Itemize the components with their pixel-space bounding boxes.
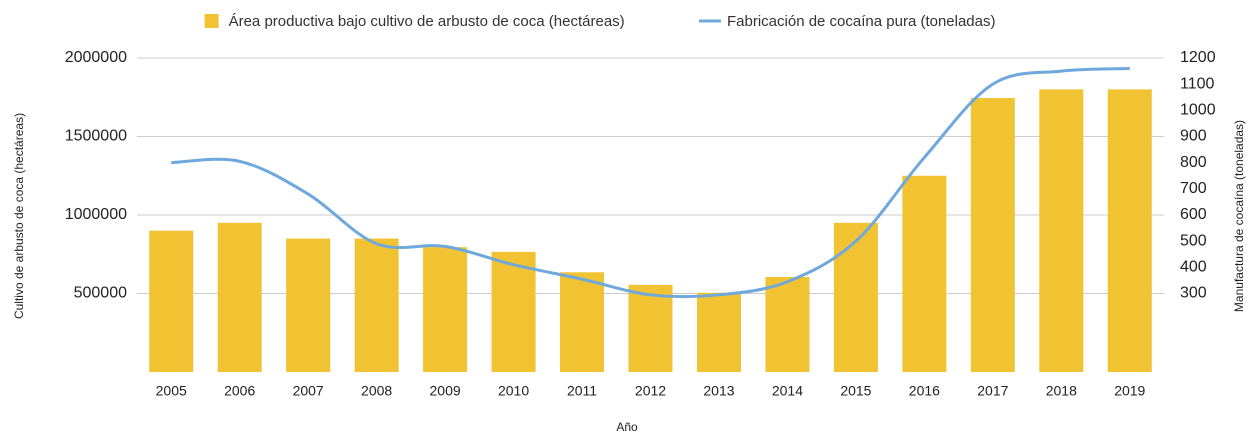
bar [970,98,1015,372]
y2-tick-label: 1100 [1180,75,1215,92]
bar [696,292,741,372]
y2-tick-label: 400 [1180,259,1207,276]
y2-tick-label: 500 [1180,232,1207,249]
x-tick-label: 2017 [977,383,1008,399]
y2-tick-label: 1000 [1180,102,1216,119]
bar [149,230,194,372]
x-tick-label: 2018 [1046,383,1077,399]
x-tick-label: 2015 [840,383,871,399]
x-tick-label: 2016 [909,383,940,399]
bar [217,222,262,372]
y-tick-label: 1500000 [65,128,127,145]
legend-label: Área productiva bajo cultivo de arbusto … [229,13,625,30]
y2-tick-label: 300 [1180,285,1207,302]
x-tick-label: 2007 [293,383,324,399]
bar [423,247,468,372]
y2-tick-label: 700 [1180,180,1207,197]
bar [765,277,810,372]
line [171,66,1130,299]
x-axis-title: Año [616,420,638,434]
bar [354,238,399,372]
bar [1039,89,1084,373]
x-tick-label: 2005 [156,383,187,399]
x-tick-label: 2014 [772,383,803,399]
x-tick-label: 2011 [567,383,597,399]
bar [560,272,605,372]
y-tick-label: 500000 [74,285,127,302]
x-tick-label: 2013 [703,383,734,399]
bar [833,222,878,372]
bar [628,284,673,372]
x-tick-label: 2008 [361,383,392,399]
y2-tick-label: 600 [1180,206,1207,223]
bar [902,175,947,372]
bar [286,238,331,372]
y-tick-label: 2000000 [65,49,127,66]
x-tick-label: 2019 [1114,383,1145,399]
y-axis-title: Cultivo de arbusto de coca (hectáreas) [12,113,26,319]
y2-tick-label: 900 [1180,128,1207,145]
x-tick-label: 2006 [224,383,255,399]
x-tick-label: 2012 [635,383,666,399]
legend-swatch [204,14,219,28]
x-tick-label: 2010 [498,383,529,399]
legend-label: Fabricación de cocaína pura (toneladas) [727,13,996,30]
y2-tick-label: 1200 [1180,49,1216,66]
bar [491,251,536,372]
y2-axis-title: Manufactura de cocaína (toneladas) [1232,120,1246,312]
y-tick-label: 1000000 [65,206,127,223]
x-tick-label: 2009 [430,383,461,399]
y2-tick-label: 800 [1180,154,1207,171]
bar [1107,89,1152,373]
